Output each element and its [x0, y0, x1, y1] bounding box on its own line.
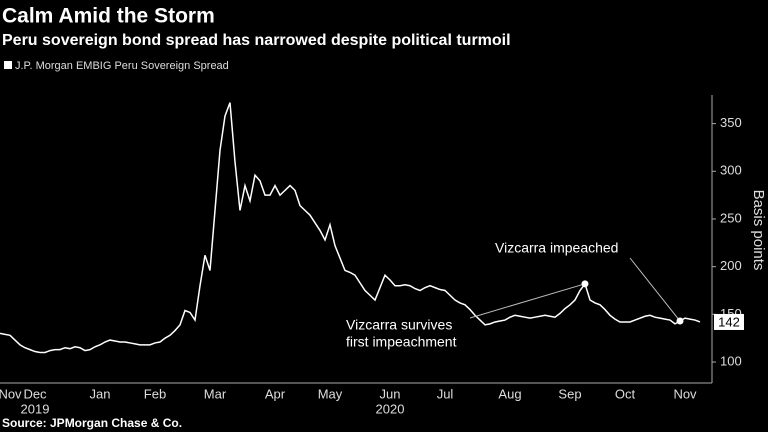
x-tick-label: Mar: [204, 386, 227, 401]
y-axis-label: Basis points: [750, 190, 767, 271]
annotation: Vizcarra survives: [346, 317, 452, 333]
series-line: [0, 102, 701, 354]
annotation: Vizcarra impeached: [495, 240, 618, 256]
x-year-label: 2019: [21, 401, 50, 416]
legend-swatch: [4, 61, 12, 69]
legend-label: J.P. Morgan EMBIG Peru Sovereign Spread: [15, 60, 229, 72]
x-tick-label: May: [318, 386, 343, 401]
annotation-leader: [469, 283, 586, 319]
y-tick-label: 300: [720, 163, 742, 178]
annotation-dot: [581, 280, 589, 288]
y-tick-label: 100: [720, 353, 742, 368]
last-value-box: [714, 313, 744, 330]
y-tick-label: 250: [720, 210, 742, 225]
chart-title: Calm Amid the Storm: [2, 5, 215, 28]
x-tick-label: Dec: [23, 386, 47, 401]
last-value-label: 142: [718, 314, 740, 329]
annotation: first impeachment: [346, 334, 457, 350]
x-year-label: 2020: [376, 401, 405, 416]
x-tick-label: Jun: [380, 386, 401, 401]
source: Source: JPMorgan Chase & Co.: [2, 416, 182, 430]
annotation-dot: [676, 317, 684, 325]
x-tick-label: Oct: [615, 386, 636, 401]
x-tick-label: Nov: [673, 386, 697, 401]
x-tick-label: Feb: [144, 386, 166, 401]
chart-subtitle: Peru sovereign bond spread has narrowed …: [2, 32, 511, 49]
x-tick-label: Nov: [0, 386, 22, 401]
y-tick-label: 200: [720, 258, 742, 273]
x-tick-label: Sep: [558, 386, 581, 401]
y-tick-label: 350: [720, 115, 742, 130]
x-tick-label: Apr: [265, 386, 286, 401]
x-tick-label: Aug: [498, 386, 521, 401]
x-tick-label: Jan: [90, 386, 111, 401]
x-tick-label: Jul: [437, 386, 454, 401]
annotation-leader: [629, 257, 681, 322]
